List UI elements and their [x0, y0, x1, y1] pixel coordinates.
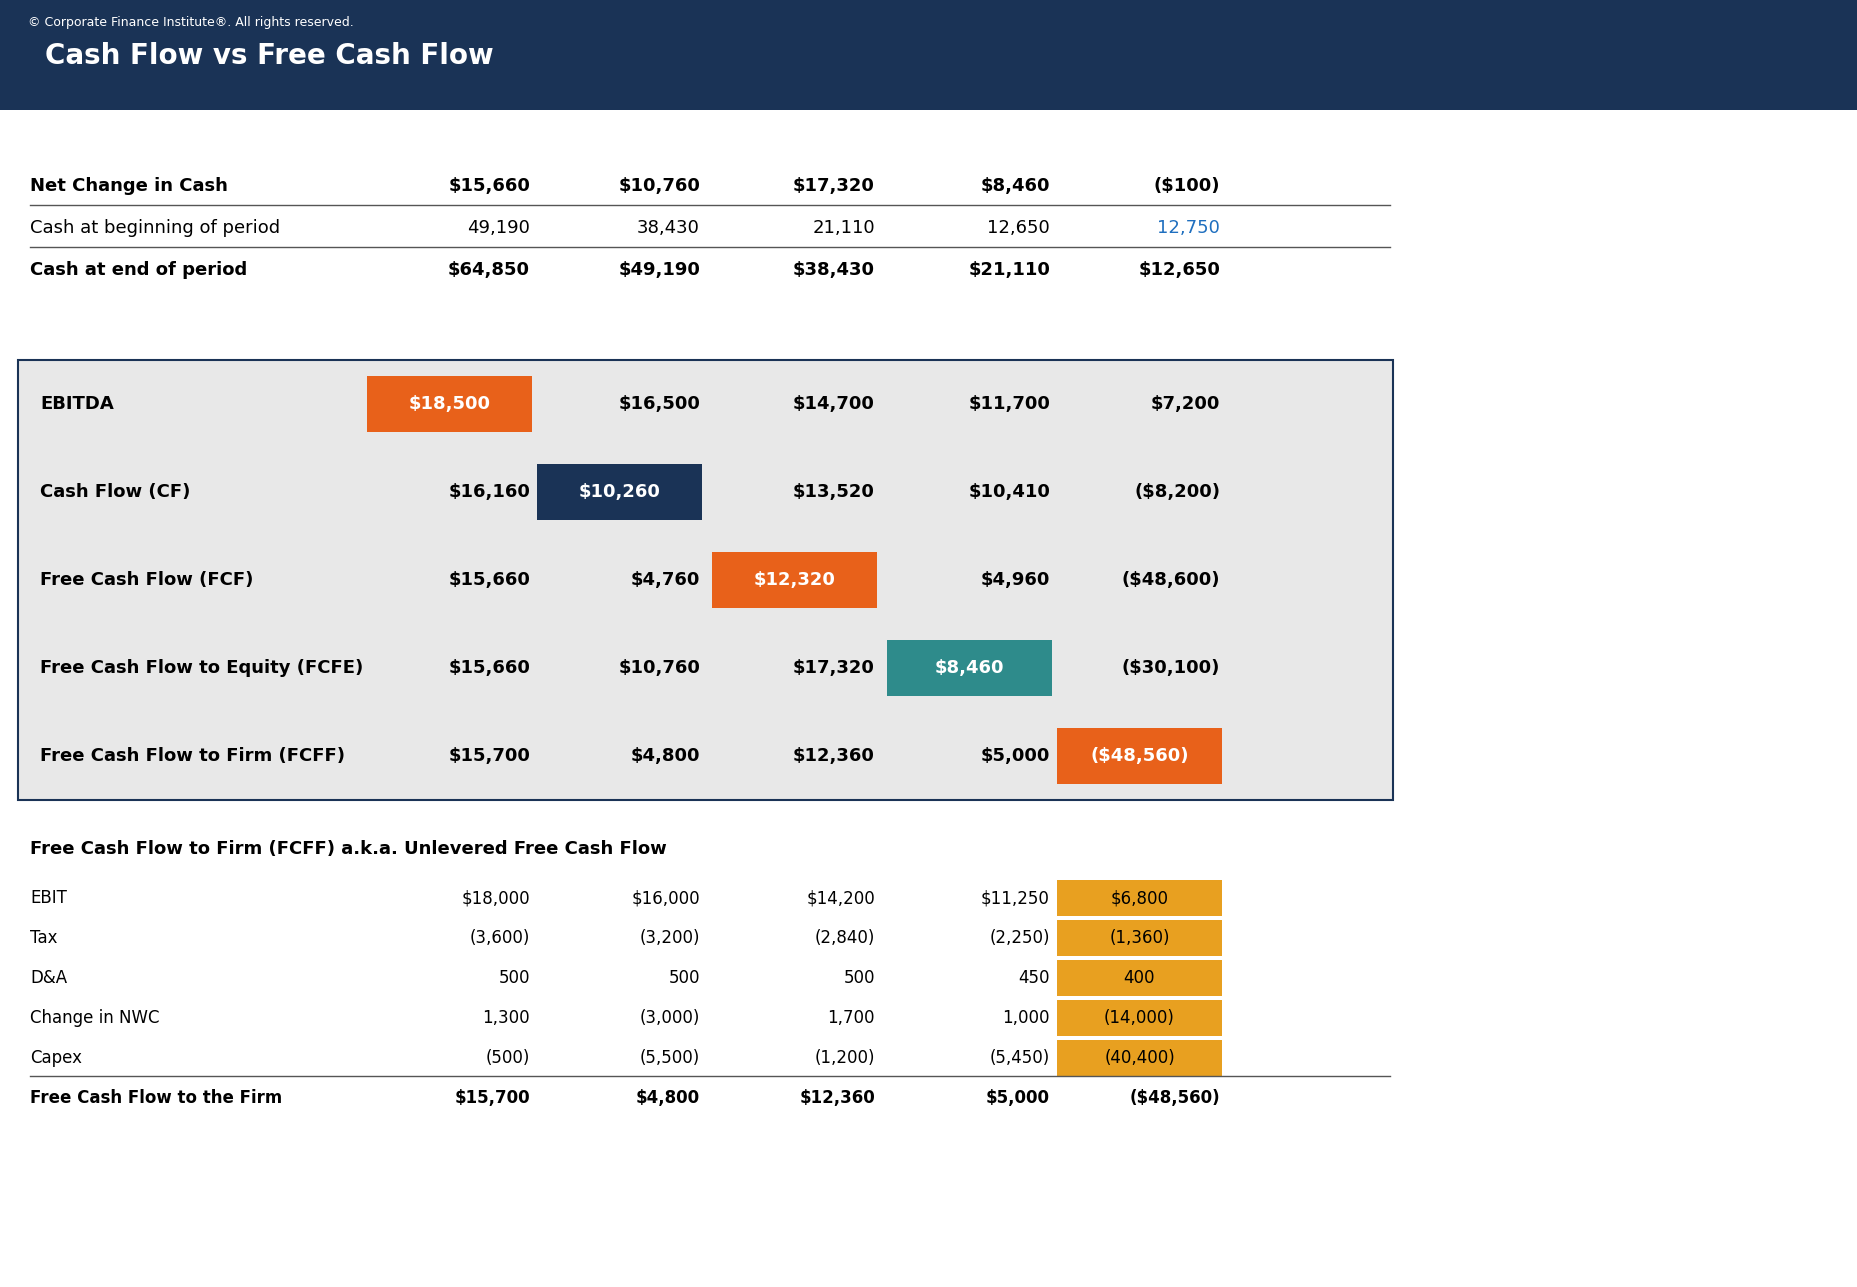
FancyBboxPatch shape	[368, 376, 531, 432]
Text: $11,700: $11,700	[967, 395, 1049, 413]
Text: $18,500: $18,500	[409, 395, 490, 413]
Text: 1,300: 1,300	[483, 1009, 529, 1027]
Text: Cash Flow vs Free Cash Flow: Cash Flow vs Free Cash Flow	[45, 42, 494, 69]
Text: $21,110: $21,110	[967, 261, 1049, 279]
Text: Free Cash Flow to the Firm: Free Cash Flow to the Firm	[30, 1089, 282, 1107]
Text: $7,200: $7,200	[1151, 395, 1220, 413]
Text: $16,500: $16,500	[618, 395, 700, 413]
Text: $49,190: $49,190	[618, 261, 700, 279]
Text: Cash Flow (CF): Cash Flow (CF)	[41, 483, 191, 501]
Text: 21,110: 21,110	[812, 219, 875, 237]
Text: $12,650: $12,650	[1138, 261, 1220, 279]
FancyBboxPatch shape	[537, 465, 702, 520]
Text: 12,650: 12,650	[988, 219, 1049, 237]
Text: Free Cash Flow to Firm (FCFF) a.k.a. Unlevered Free Cash Flow: Free Cash Flow to Firm (FCFF) a.k.a. Unl…	[30, 840, 667, 858]
Text: (3,200): (3,200)	[639, 929, 700, 947]
Text: (1,360): (1,360)	[1109, 929, 1170, 947]
FancyBboxPatch shape	[1057, 1040, 1222, 1076]
Text: (40,400): (40,400)	[1105, 1049, 1175, 1067]
Text: ($30,100): ($30,100)	[1122, 659, 1220, 677]
Text: 450: 450	[1018, 969, 1049, 987]
Text: $15,700: $15,700	[455, 1089, 529, 1107]
Text: 12,750: 12,750	[1157, 219, 1220, 237]
FancyBboxPatch shape	[1057, 920, 1222, 956]
Text: $8,460: $8,460	[934, 659, 1005, 677]
Text: 49,190: 49,190	[468, 219, 529, 237]
Text: © Corporate Finance Institute®. All rights reserved.: © Corporate Finance Institute®. All righ…	[28, 15, 353, 30]
Text: Change in NWC: Change in NWC	[30, 1009, 160, 1027]
Text: $12,360: $12,360	[799, 1089, 875, 1107]
Text: 38,430: 38,430	[637, 219, 700, 237]
Text: 1,700: 1,700	[828, 1009, 875, 1027]
Text: (1,200): (1,200)	[815, 1049, 875, 1067]
Text: $4,960: $4,960	[980, 571, 1049, 589]
Text: $6,800: $6,800	[1110, 889, 1168, 907]
Text: (5,500): (5,500)	[641, 1049, 700, 1067]
Text: $38,430: $38,430	[793, 261, 875, 279]
Text: $12,320: $12,320	[754, 571, 836, 589]
Text: 1,000: 1,000	[1003, 1009, 1049, 1027]
FancyBboxPatch shape	[1057, 1000, 1222, 1036]
Text: $16,160: $16,160	[448, 483, 529, 501]
Text: $12,360: $12,360	[793, 746, 875, 764]
Text: ($48,600): ($48,600)	[1122, 571, 1220, 589]
Text: 500: 500	[498, 969, 529, 987]
Text: $10,760: $10,760	[618, 178, 700, 196]
Text: (2,840): (2,840)	[815, 929, 875, 947]
Text: $17,320: $17,320	[793, 178, 875, 196]
Text: Cash at end of period: Cash at end of period	[30, 261, 247, 279]
Text: $11,250: $11,250	[980, 889, 1049, 907]
Text: D&A: D&A	[30, 969, 67, 987]
Text: (5,450): (5,450)	[990, 1049, 1049, 1067]
Text: $15,660: $15,660	[448, 571, 529, 589]
Text: ($8,200): ($8,200)	[1135, 483, 1220, 501]
Text: (500): (500)	[487, 1049, 529, 1067]
Text: Free Cash Flow (FCF): Free Cash Flow (FCF)	[41, 571, 253, 589]
Text: $4,760: $4,760	[631, 571, 700, 589]
Text: $10,410: $10,410	[967, 483, 1049, 501]
Text: $10,760: $10,760	[618, 659, 700, 677]
FancyBboxPatch shape	[0, 0, 1857, 109]
Text: $14,200: $14,200	[806, 889, 875, 907]
Text: Cash at beginning of period: Cash at beginning of period	[30, 219, 280, 237]
Text: $15,700: $15,700	[448, 746, 529, 764]
Text: ($48,560): ($48,560)	[1090, 746, 1188, 764]
Text: (14,000): (14,000)	[1105, 1009, 1175, 1027]
Text: Tax: Tax	[30, 929, 58, 947]
Text: (2,250): (2,250)	[990, 929, 1049, 947]
Text: Net Change in Cash: Net Change in Cash	[30, 178, 228, 196]
FancyBboxPatch shape	[19, 360, 1393, 801]
Text: Free Cash Flow to Equity (FCFE): Free Cash Flow to Equity (FCFE)	[41, 659, 364, 677]
Text: $5,000: $5,000	[986, 1089, 1049, 1107]
Text: $8,460: $8,460	[980, 178, 1049, 196]
Text: $5,000: $5,000	[980, 746, 1049, 764]
Text: EBITDA: EBITDA	[41, 395, 113, 413]
Text: EBIT: EBIT	[30, 889, 67, 907]
Text: $15,660: $15,660	[448, 178, 529, 196]
FancyBboxPatch shape	[1057, 880, 1222, 916]
Text: 500: 500	[843, 969, 875, 987]
Text: (3,000): (3,000)	[639, 1009, 700, 1027]
Text: 400: 400	[1123, 969, 1155, 987]
Text: ($48,560): ($48,560)	[1129, 1089, 1220, 1107]
Text: (3,600): (3,600)	[470, 929, 529, 947]
Text: $64,850: $64,850	[448, 261, 529, 279]
Text: ($100): ($100)	[1153, 178, 1220, 196]
Text: $10,260: $10,260	[579, 483, 661, 501]
Text: 500: 500	[669, 969, 700, 987]
FancyBboxPatch shape	[888, 640, 1053, 696]
Text: $18,000: $18,000	[461, 889, 529, 907]
Text: Free Cash Flow to Firm (FCFF): Free Cash Flow to Firm (FCFF)	[41, 746, 345, 764]
FancyBboxPatch shape	[1057, 728, 1222, 784]
Text: $17,320: $17,320	[793, 659, 875, 677]
FancyBboxPatch shape	[711, 552, 877, 607]
Text: Capex: Capex	[30, 1049, 82, 1067]
Text: $4,800: $4,800	[631, 746, 700, 764]
FancyBboxPatch shape	[1057, 960, 1222, 996]
Text: $4,800: $4,800	[635, 1089, 700, 1107]
Text: $15,660: $15,660	[448, 659, 529, 677]
Text: $14,700: $14,700	[793, 395, 875, 413]
Text: $16,000: $16,000	[631, 889, 700, 907]
Text: $13,520: $13,520	[793, 483, 875, 501]
